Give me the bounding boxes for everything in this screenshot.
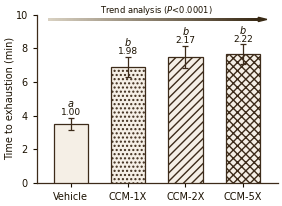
Bar [168, 57, 203, 183]
Text: 2.17: 2.17 [175, 36, 195, 45]
Text: 2.22: 2.22 [233, 35, 253, 44]
Text: 1.98: 1.98 [118, 47, 138, 56]
Text: a: a [68, 99, 74, 109]
Bar [226, 54, 260, 183]
Text: b: b [240, 26, 246, 36]
Text: b: b [125, 38, 131, 48]
Y-axis label: Time to exhaustion (min): Time to exhaustion (min) [4, 37, 14, 160]
Text: 1.00: 1.00 [61, 108, 81, 117]
Bar [111, 67, 145, 183]
Polygon shape [258, 17, 267, 21]
Bar [54, 124, 88, 183]
Text: Trend analysis ($\it{P}$<0.0001): Trend analysis ($\it{P}$<0.0001) [100, 4, 213, 17]
Text: b: b [182, 27, 189, 37]
